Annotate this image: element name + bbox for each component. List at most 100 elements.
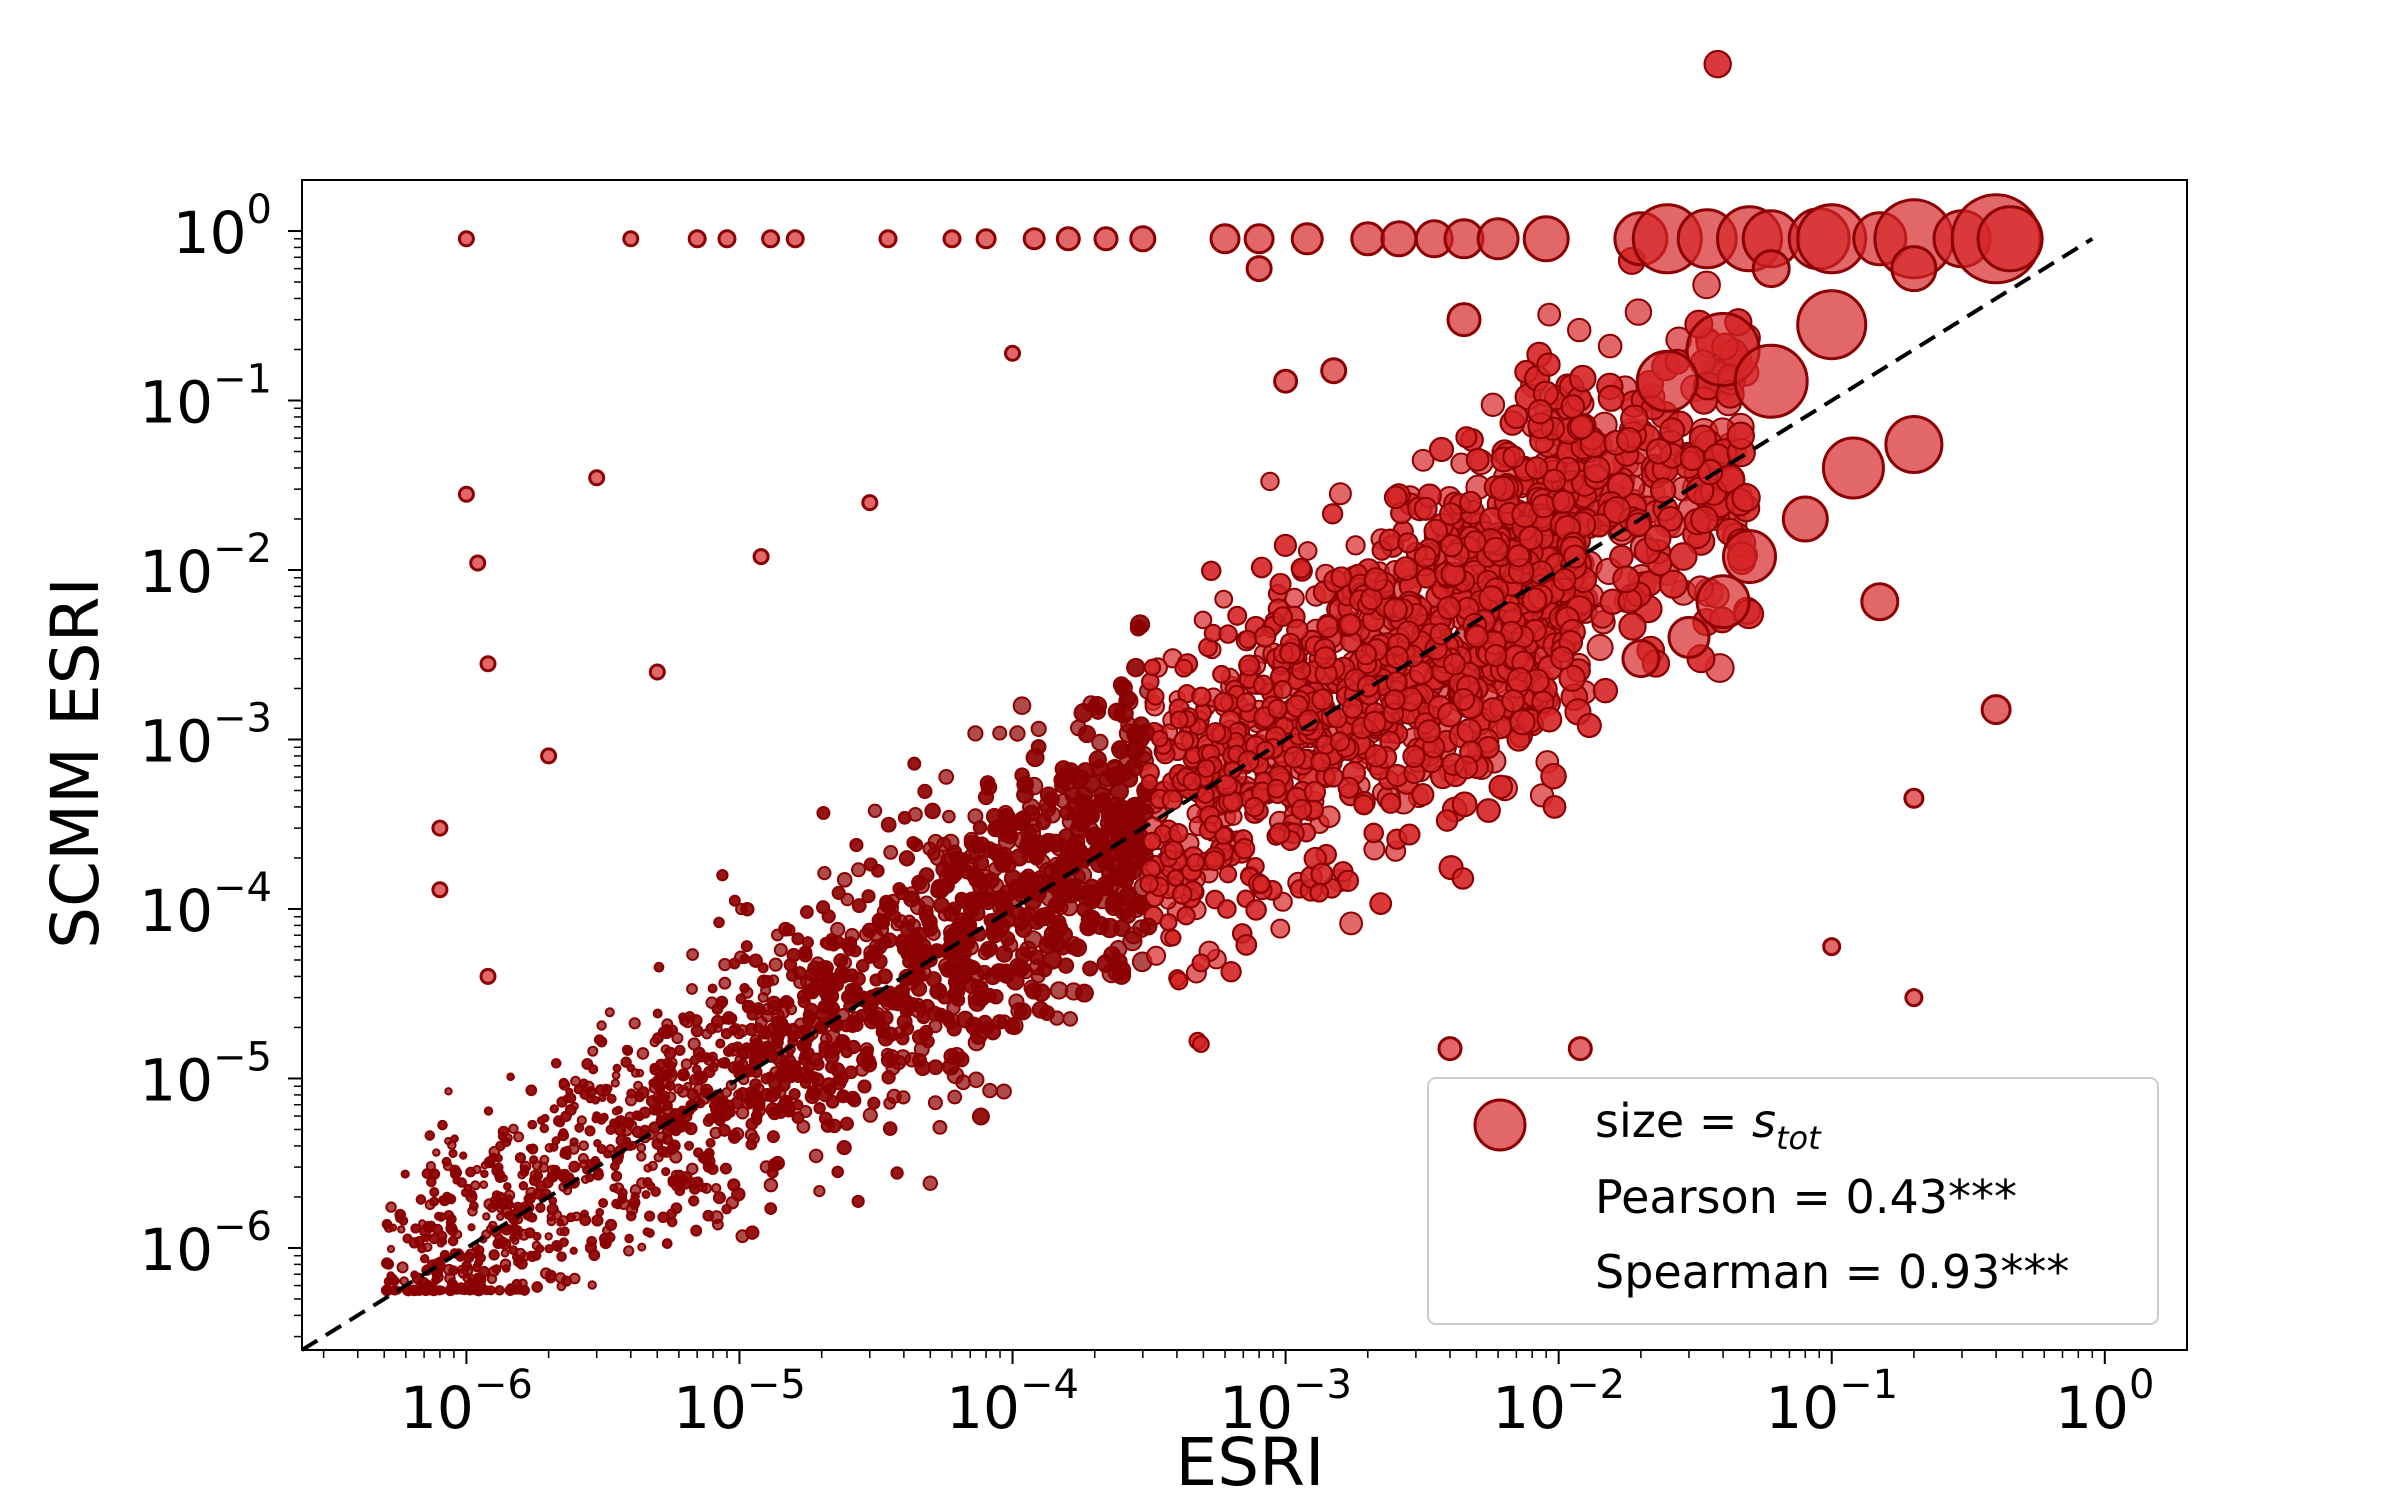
point	[410, 1223, 421, 1234]
point	[1146, 687, 1165, 706]
point	[1252, 674, 1274, 696]
point	[1413, 545, 1437, 569]
point	[1193, 610, 1213, 630]
point	[988, 989, 1004, 1005]
point	[813, 1102, 826, 1115]
point	[711, 1003, 724, 1015]
point	[1322, 503, 1344, 525]
point	[1586, 634, 1614, 661]
point	[532, 1232, 542, 1241]
point	[721, 1204, 732, 1215]
point	[967, 1071, 985, 1089]
point	[1191, 686, 1212, 708]
point	[1174, 658, 1194, 678]
point	[1111, 960, 1132, 981]
point	[1040, 786, 1058, 804]
point	[825, 1060, 839, 1074]
point	[1151, 730, 1169, 748]
point	[1270, 918, 1291, 939]
point	[927, 1059, 944, 1075]
point	[588, 1249, 601, 1261]
point	[763, 1177, 779, 1193]
point	[637, 1086, 650, 1099]
point	[963, 891, 981, 909]
point	[1164, 929, 1182, 947]
point	[1384, 689, 1406, 711]
point	[529, 1155, 539, 1165]
point	[767, 1130, 780, 1143]
point	[496, 1212, 505, 1222]
point	[1731, 483, 1761, 513]
point	[898, 850, 916, 867]
point	[421, 1168, 433, 1179]
point	[716, 869, 729, 882]
point	[533, 1170, 543, 1181]
point	[383, 1258, 394, 1270]
point	[836, 1140, 852, 1156]
point	[544, 1232, 553, 1241]
point	[472, 1262, 482, 1273]
point	[1112, 676, 1130, 694]
point	[818, 1045, 831, 1059]
point	[664, 1080, 676, 1092]
point	[591, 1214, 604, 1227]
point	[1169, 971, 1189, 991]
point	[998, 884, 1017, 903]
point	[739, 983, 750, 994]
point	[1489, 475, 1516, 502]
point	[1201, 560, 1222, 581]
point	[1369, 892, 1392, 915]
point	[694, 1071, 709, 1085]
point	[686, 948, 699, 961]
point	[924, 802, 941, 820]
point	[1191, 953, 1211, 973]
point	[880, 1052, 897, 1068]
point	[932, 881, 950, 899]
point	[642, 1227, 652, 1237]
point	[910, 980, 928, 997]
point	[692, 1176, 704, 1188]
point	[890, 1166, 904, 1180]
point	[798, 945, 813, 960]
point	[1125, 741, 1144, 761]
point	[744, 1128, 758, 1142]
point	[846, 1014, 859, 1028]
point	[1455, 426, 1478, 449]
point	[1272, 606, 1293, 627]
point	[721, 1087, 733, 1098]
point	[1692, 270, 1721, 300]
point	[972, 1107, 990, 1126]
point	[508, 1123, 519, 1135]
point	[497, 1125, 510, 1138]
point	[839, 1116, 854, 1131]
point	[947, 901, 962, 916]
point	[851, 1194, 865, 1208]
point	[1542, 795, 1567, 819]
point	[631, 1125, 645, 1139]
point	[610, 1161, 620, 1172]
point	[690, 1014, 703, 1027]
point	[518, 1181, 529, 1191]
point	[425, 1220, 437, 1232]
point	[896, 1090, 911, 1105]
point	[705, 1138, 716, 1148]
point	[1169, 710, 1189, 730]
point	[526, 1250, 536, 1260]
point	[740, 940, 753, 953]
point	[704, 1113, 716, 1125]
point	[495, 1140, 506, 1152]
point	[596, 1036, 608, 1048]
point	[773, 943, 788, 957]
point	[1509, 709, 1536, 736]
point	[827, 1118, 842, 1134]
point	[947, 867, 963, 883]
point	[992, 725, 1008, 741]
point	[432, 1148, 441, 1157]
point	[448, 1265, 459, 1276]
point	[896, 1031, 910, 1046]
point	[731, 1187, 746, 1202]
point	[535, 1202, 546, 1213]
point	[713, 916, 725, 929]
point	[1159, 913, 1178, 932]
point	[556, 1096, 568, 1108]
